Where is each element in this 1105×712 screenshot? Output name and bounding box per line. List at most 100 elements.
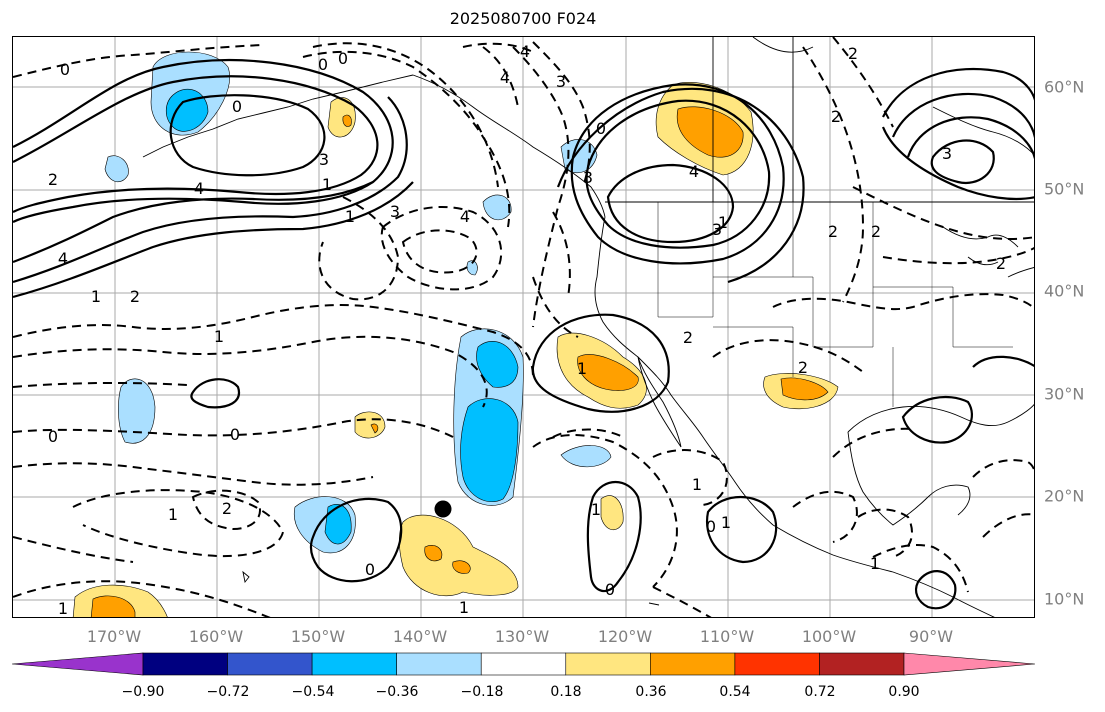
shade-neg-7	[482, 194, 512, 221]
map-title: 2025080700 F024	[449, 9, 597, 28]
contour-label: 2	[996, 254, 1006, 273]
contour-label: 1	[345, 207, 355, 226]
contour-label: 1	[692, 475, 702, 494]
colorbar-segment	[311, 652, 397, 676]
shade-pos-core-2	[577, 354, 639, 391]
colorbar-segment	[819, 652, 905, 676]
shade-pos-1	[327, 97, 356, 138]
colorbar-tick: 0.90	[888, 684, 920, 700]
shade-pos-7	[600, 495, 624, 530]
contour-label: 0	[232, 97, 242, 116]
colorbar-extend-low	[11, 652, 144, 676]
contour-label: 4	[689, 162, 699, 181]
contour-label: 0	[230, 425, 240, 444]
contour-label: 0	[605, 580, 615, 599]
colorbar-segment	[565, 652, 651, 676]
anomaly-shading	[72, 51, 839, 617]
shade-pos-core-4	[424, 545, 443, 562]
contour-label: 0	[365, 560, 375, 579]
shade-pos-core-8	[370, 423, 379, 434]
lon-label-90w: 90°W	[908, 627, 954, 646]
contour-label: 1	[718, 213, 728, 232]
contour-label: 0	[48, 427, 58, 446]
colorbar-tick: −0.18	[460, 684, 504, 700]
lon-label-150w: 150°W	[290, 627, 346, 646]
shade-neg-core-1	[165, 89, 209, 132]
contour-label: 0	[596, 119, 606, 138]
contour-label: 1	[214, 327, 224, 346]
colorbar-tick: −0.54	[291, 684, 335, 700]
contour-label: 4	[460, 207, 470, 226]
shade-neg-8	[560, 445, 612, 468]
colorbar-segment	[142, 652, 228, 676]
shade-neg-core-3	[460, 398, 519, 503]
contour-labels: 0 0 0 0 0 0 0 0 0 0 1 1 1 1 1 1 1 1 1 1 …	[48, 42, 1006, 618]
lon-label-120w: 120°W	[597, 627, 653, 646]
contour-label: 2	[222, 499, 232, 518]
contour-label: 4	[194, 179, 204, 198]
colorbar-tick: 0.54	[719, 684, 751, 700]
contour-label: 0	[338, 49, 348, 68]
lon-label-100w: 100°W	[801, 627, 857, 646]
lat-label-10n: 10°N	[1044, 589, 1085, 609]
lon-label-130w: 130°W	[494, 627, 550, 646]
contour-label: 0	[318, 55, 328, 74]
contour-label: 0	[60, 60, 70, 79]
contour-label: 1	[870, 554, 880, 573]
contour-label: 2	[848, 44, 858, 63]
colorbar-segment	[734, 652, 820, 676]
colorbar-tick: 0.36	[635, 684, 667, 700]
shade-pos-core-6	[90, 595, 136, 617]
lat-label-40n: 40°N	[1044, 281, 1085, 301]
negative-contours	[13, 37, 1034, 617]
contour-label: 1	[577, 359, 587, 378]
shade-pos-core-3	[780, 377, 829, 401]
contour-label: 4	[58, 249, 68, 268]
colorbar-tick: −0.72	[206, 684, 250, 700]
colorbar-segment	[650, 652, 736, 676]
positive-contours	[13, 59, 1034, 610]
contour-label: 3	[583, 168, 593, 187]
shade-pos-core-7	[342, 114, 352, 127]
map-canvas: 0 0 0 0 0 0 0 0 0 0 1 1 1 1 1 1 1 1 1 1 …	[13, 37, 1034, 618]
contour-label: 3	[556, 72, 566, 91]
shade-pos-6	[398, 514, 519, 597]
contour-label: 1	[591, 500, 601, 519]
storm-position-marker	[434, 500, 452, 518]
colorbar-tick: 0.18	[550, 684, 582, 700]
colorbar-tick: −0.36	[375, 684, 419, 700]
contour-label: 2	[828, 222, 838, 241]
lat-label-30n: 30°N	[1044, 384, 1085, 404]
contour-label: 4	[520, 42, 530, 61]
contour-label: 2	[798, 358, 808, 377]
shade-neg-core-4	[324, 503, 352, 545]
contour-label: 4	[500, 68, 510, 87]
shade-neg-3	[118, 378, 156, 444]
contour-label: 0	[706, 517, 716, 536]
contour-label: 1	[322, 175, 332, 194]
colorbar-segment	[480, 652, 567, 676]
colorbar-tick: −0.90	[121, 684, 165, 700]
lon-label-160w: 160°W	[188, 627, 244, 646]
shade-neg-core-2	[476, 340, 519, 388]
lon-label-170w: 170°W	[86, 627, 142, 646]
shade-neg-2	[104, 155, 129, 183]
colorbar-extend-high	[903, 652, 1036, 676]
graticule	[13, 37, 1034, 617]
contour-label: 1	[58, 599, 68, 618]
contour-label: 2	[48, 170, 58, 189]
contour-label: 3	[942, 144, 952, 163]
lat-label-20n: 20°N	[1044, 486, 1085, 506]
contour-label: 1	[721, 513, 731, 532]
contour-label: 3	[390, 202, 400, 221]
shade-pos-core-5	[452, 560, 471, 574]
contour-label: 2	[130, 287, 140, 306]
contour-label: 2	[871, 222, 881, 241]
lat-label-50n: 50°N	[1044, 179, 1085, 199]
shade-pos-5	[354, 411, 386, 439]
map-panel: 0 0 0 0 0 0 0 0 0 0 1 1 1 1 1 1 1 1 1 1 …	[12, 36, 1035, 618]
colorbar-segment	[227, 652, 313, 676]
colorbar-tick: 0.72	[804, 684, 836, 700]
contour-label: 2	[683, 328, 693, 347]
contour-label: 1	[168, 505, 178, 524]
